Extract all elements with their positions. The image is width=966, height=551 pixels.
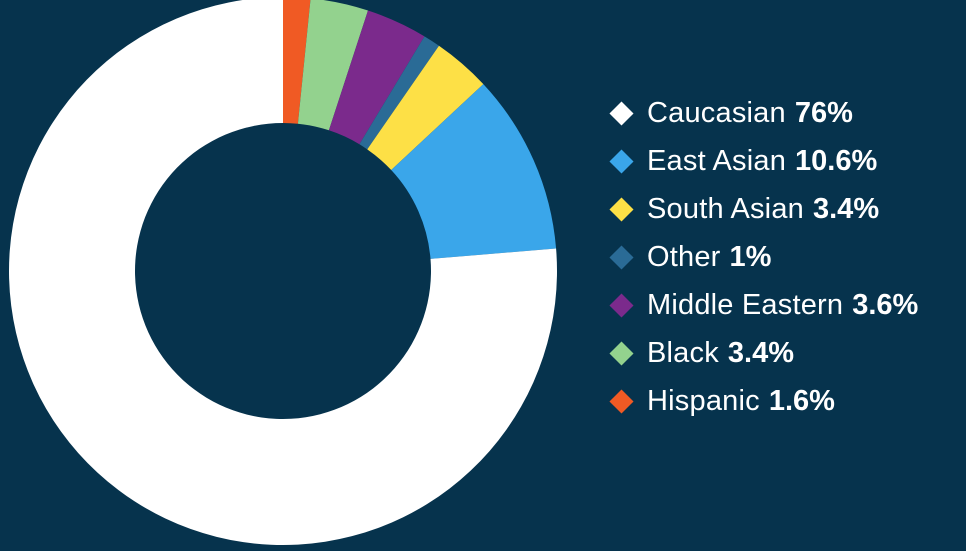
diamond-marker-icon [609,340,634,366]
diamond-marker-icon [609,196,634,222]
legend-value: 1% [729,240,772,273]
legend-value: 3.6% [852,288,919,321]
legend-label: East Asian [647,144,787,177]
donut-chart [9,0,557,545]
legend-label: Black [647,336,719,369]
slice-other [359,36,439,150]
legend-label: Hispanic [647,384,760,417]
legend-label: South Asian [647,192,804,225]
slice-east-asian [391,84,557,259]
legend-item-south-asian: South Asian 3.4% [608,185,918,233]
legend-item-black: Black 3.4% [608,329,918,377]
legend-item-other: Other 1% [608,233,918,281]
slice-hispanic [283,0,311,124]
legend-value: 1.6% [768,384,835,417]
slice-black [297,0,368,131]
legend-value: 3.4% [727,336,795,369]
legend-item-hispanic: Hispanic 1.6% [608,377,918,425]
legend-value: 3.4% [813,192,880,225]
legend-value: 76% [794,96,853,129]
legend-label: Caucasian [647,96,786,129]
diamond-marker-icon [609,148,634,174]
chart-legend: Caucasian 76% East Asian 10.6% South Asian 3.… [608,89,918,425]
legend-item-middle-eastern: Middle Eastern 3.6% [608,281,918,329]
slice-caucasian [9,0,557,545]
slice-middle-eastern [328,10,425,145]
diamond-marker-icon [609,244,634,270]
diamond-marker-icon [609,100,634,126]
legend-label: Other [647,240,721,273]
diamond-marker-icon [609,388,634,414]
legend-item-east-asian: East Asian 10.6% [608,137,918,185]
legend-label: Middle Eastern [647,288,844,321]
slice-south-asian [367,45,484,171]
diamond-marker-icon [609,292,634,318]
legend-value: 10.6% [795,144,878,177]
legend-item-caucasian: Caucasian 76% [608,89,918,137]
